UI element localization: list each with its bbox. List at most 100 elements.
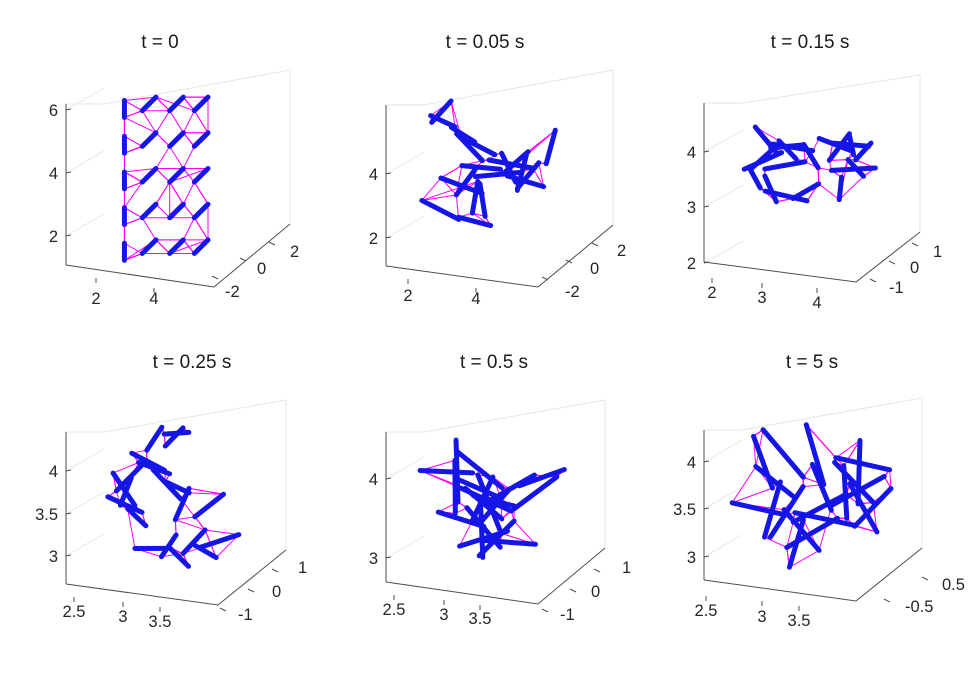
subplot-4: 3 3.5 4 2.5 3 3.5 -1 01 t = 0.25 s [35, 352, 307, 631]
strut [113, 458, 149, 494]
strut [770, 141, 816, 154]
cable [455, 194, 459, 218]
cable [188, 487, 224, 495]
grid-line [385, 456, 425, 480]
y-tick-label: -1 [560, 606, 575, 624]
cable [155, 239, 171, 254]
grid-line [65, 491, 105, 515]
cable [182, 203, 195, 219]
strut [167, 201, 186, 221]
strut [499, 150, 519, 185]
floor-axis-lines [385, 547, 606, 605]
strut [191, 201, 211, 221]
strut [483, 472, 537, 506]
cable [764, 536, 787, 548]
strut-set [417, 437, 567, 560]
back-wall-frame [741, 397, 923, 548]
strut [833, 455, 893, 473]
grid-line [703, 534, 743, 558]
back-wall-frame [103, 399, 287, 550]
x-tick-label: 3 [439, 606, 448, 624]
subplot-3: 2 3 4 2 3 4 -1 01 t = 0.15 s [687, 32, 942, 312]
y-tick-mark [239, 257, 247, 262]
grid-line [703, 240, 744, 264]
z-tick-label: 2 [49, 228, 58, 246]
cable [124, 253, 143, 261]
z-tick-mark [703, 150, 710, 153]
cable [124, 100, 143, 112]
cable [818, 183, 840, 201]
strut [803, 422, 827, 488]
cable [174, 519, 177, 535]
strut [191, 130, 211, 149]
z-tick-mark [703, 261, 710, 264]
x-tick-label: 2.5 [63, 603, 86, 621]
cable [182, 110, 195, 134]
cable [155, 96, 171, 112]
strut [166, 544, 192, 569]
y-tick-mark [921, 576, 929, 581]
z-tick-mark [703, 205, 710, 208]
cable [169, 146, 184, 169]
z-tick-mark [703, 555, 710, 558]
cable [440, 165, 463, 179]
x-tick-label: 2.5 [695, 602, 718, 620]
y-tick-label: -2 [225, 283, 240, 301]
strut [543, 127, 558, 167]
y-tick-mark [541, 276, 549, 281]
cable [731, 487, 773, 504]
strut [760, 427, 806, 480]
grid-line [703, 486, 743, 510]
z-tick-mark [65, 469, 72, 472]
strut [192, 542, 219, 561]
strut [191, 94, 211, 114]
strut [762, 159, 808, 172]
cable [155, 132, 171, 147]
cable [169, 239, 209, 254]
strut [729, 500, 787, 517]
y-tick-mark [268, 241, 276, 246]
back-wall-frame [742, 74, 921, 232]
grid-line [65, 213, 105, 237]
cable [731, 466, 757, 504]
z-tick-mark [65, 234, 72, 237]
cable [492, 476, 510, 490]
strut [150, 467, 184, 502]
cable [854, 525, 878, 533]
x-tick-label: 3.5 [469, 610, 492, 628]
strut [516, 467, 567, 489]
cable [124, 168, 157, 173]
cable [155, 110, 171, 134]
strut [455, 214, 494, 229]
x-tick-label: 3 [118, 608, 127, 626]
cable [124, 117, 157, 134]
z-tick-mark [385, 556, 392, 559]
cable [538, 162, 545, 187]
strut [139, 130, 159, 149]
z-tick-mark [703, 460, 710, 463]
strut [753, 464, 798, 501]
grid-line [65, 533, 105, 557]
floor-axis-lines [65, 223, 291, 288]
strut [749, 140, 782, 171]
cable [513, 520, 536, 545]
strut-set [741, 124, 878, 205]
strut [197, 532, 242, 550]
z-tick-mark [703, 507, 710, 510]
y-tick-label: 0 [272, 583, 281, 601]
cable [182, 217, 195, 241]
cable [835, 440, 861, 459]
cable [421, 194, 457, 201]
strut [748, 168, 763, 191]
strut-set [419, 98, 558, 229]
subplot-title: t = 0.25 s [153, 352, 232, 373]
grid-line [385, 215, 425, 239]
strut [453, 448, 505, 491]
strut [428, 113, 458, 130]
y-tick-label: -1 [889, 279, 904, 297]
cable [169, 110, 184, 134]
strut [832, 459, 876, 505]
y-tick-mark [541, 608, 549, 613]
z-tick-label: 4 [687, 454, 696, 472]
